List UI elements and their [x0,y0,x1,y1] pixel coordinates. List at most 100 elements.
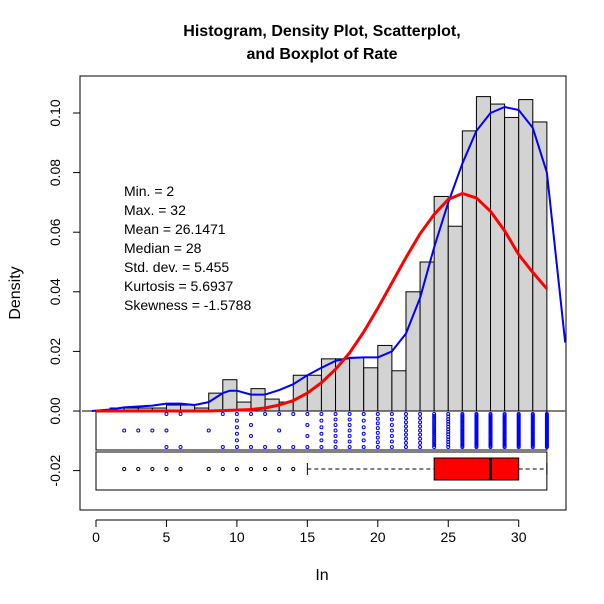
strip-point [389,428,394,433]
y-tick-label: 0.08 [47,159,63,186]
strip-point [403,440,408,445]
strip-point [234,425,239,430]
strip-point [432,437,437,442]
strip-point [277,412,282,416]
strip-point [319,445,324,449]
strip-point [544,445,549,449]
stat-kurtosis: Kurtosis = 5.6937 [124,278,234,294]
strip-point [375,435,380,440]
strip-point [432,421,437,426]
strip-point [361,431,366,436]
strip-point [347,412,352,416]
y-axis-label: Density [7,266,24,319]
strip-point [319,418,324,423]
strip-point [432,433,437,438]
normal-density-curve [96,192,549,413]
strip-point [319,412,324,416]
strip-point [361,412,366,416]
strip-point [291,445,296,449]
strip-point [305,434,310,438]
strip-point [403,428,408,433]
strip-point [305,412,310,416]
boxplot-outlier [220,466,225,472]
histogram-bar [504,116,520,412]
strip-point [375,440,380,445]
strip-point [347,439,352,444]
y-tick-label: 0.02 [47,338,63,365]
x-tick-label: 0 [92,529,100,545]
strip-point [347,434,352,438]
strip-point [474,445,479,449]
y-tick-label: 0.10 [47,99,63,126]
strip-point [234,445,239,449]
strip-point [432,439,437,444]
strip-point [333,412,338,416]
stat-skewness: Skewness = -1.5788 [124,297,251,313]
strip-point [206,428,211,433]
y-tick-label: -0.02 [47,454,63,486]
boxplot-outlier [178,466,183,472]
strip-point [418,416,423,421]
histogram-bar [419,261,435,412]
boxplot-outlier [262,466,268,472]
strip-point [403,436,408,441]
histogram-bar [222,379,238,412]
strip-point [319,431,324,436]
strip-point [164,428,169,433]
boxplot-outlier [248,466,254,472]
stripchart-points [95,410,549,451]
strip-point [432,429,437,434]
strip-point [375,430,380,435]
strip-point [305,445,310,449]
strip-point [333,417,338,422]
strip-point [361,438,366,443]
histogram-bar [363,367,379,412]
strip-point [305,423,310,427]
boxplot-outlier [136,466,141,472]
strip-point [432,427,437,432]
boxplot-outlier [122,466,127,472]
y-tick-label: 0.04 [47,278,63,305]
strip-point [333,428,338,433]
strip-point [277,428,282,433]
strip-point [389,439,394,444]
kernel-density-curve [91,106,567,412]
strip-point [432,412,437,416]
stat-min: Min. = 2 [124,183,174,199]
summary-stats: Min. = 2 Max. = 32 Mean = 26.1471 Median… [124,183,251,313]
x-tick-label: 30 [511,529,527,545]
histogram-bars [81,96,566,412]
strip-point [248,412,253,416]
histogram-bar [433,195,449,412]
strip-point [403,445,408,449]
strip-point [319,438,324,443]
strip-point [432,423,437,428]
strip-point [375,445,380,449]
strip-point [333,445,338,449]
chart-title-line-1: Histogram, Density Plot, Scatterplot, [183,23,460,40]
strip-point [375,416,380,421]
strip-point [418,436,423,441]
strip-point [234,418,239,423]
strip-point [319,425,324,430]
strip-point [248,423,253,427]
strip-point [389,423,394,427]
strip-point [432,445,437,449]
strip-point [277,445,282,449]
strip-point [263,412,268,416]
strip-point [333,423,338,427]
x-tick-label: 5 [163,529,171,545]
strip-point [263,445,268,449]
stat-median: Median = 28 [124,240,202,256]
strip-point [389,417,394,422]
strip-point [164,412,169,416]
strip-point [333,439,338,444]
strip-point [446,445,451,449]
strip-point [488,445,493,449]
strip-point [418,440,423,445]
histogram-bar [490,103,506,412]
histogram-bar [391,370,407,412]
y-axis: -0.02 0.00 0.02 0.04 0.06 0.08 0.10 [47,99,81,487]
stat-mean: Mean = 26.1471 [124,221,226,237]
